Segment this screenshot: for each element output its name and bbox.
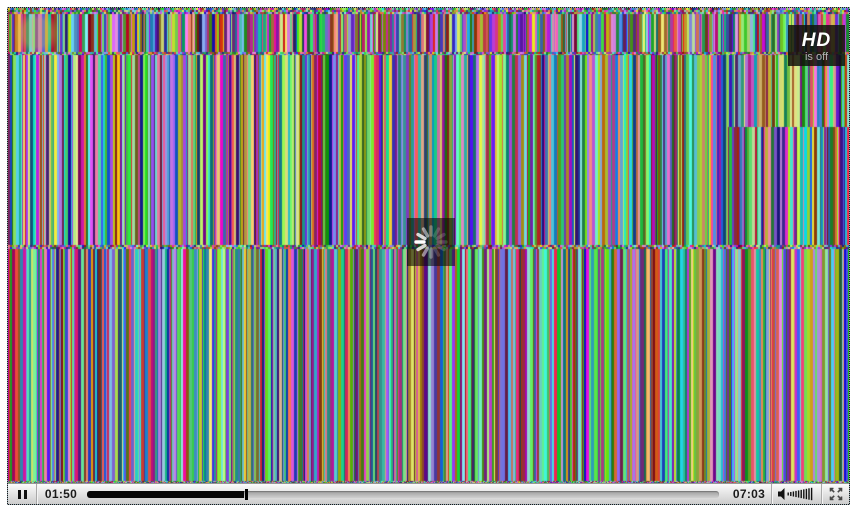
separator [771,484,773,504]
spinner-icon [414,225,448,259]
pause-button[interactable] [8,484,36,504]
hd-badge[interactable]: HD is off [788,25,845,66]
video-player: HD is off 01:50 07:03 [7,7,850,505]
elapsed-time: 01:50 [44,487,78,501]
separator [821,484,823,504]
buffering-spinner [407,218,455,266]
progress-groove[interactable] [87,488,719,500]
fullscreen-button[interactable] [823,484,849,504]
player-control-bar: 01:50 07:03 [8,483,849,504]
volume-control[interactable] [773,484,821,504]
video-frame[interactable]: HD is off [8,8,849,483]
progress-fill [87,490,244,498]
progress-bar[interactable] [84,484,727,504]
progress-handle[interactable] [245,488,249,500]
pause-icon [16,489,28,499]
separator [36,484,38,504]
volume-icon [778,487,813,501]
fullscreen-icon [829,487,843,501]
hd-badge-title: HD [801,30,832,51]
hd-badge-subtitle: is off [804,51,829,63]
total-duration: 07:03 [732,487,766,501]
